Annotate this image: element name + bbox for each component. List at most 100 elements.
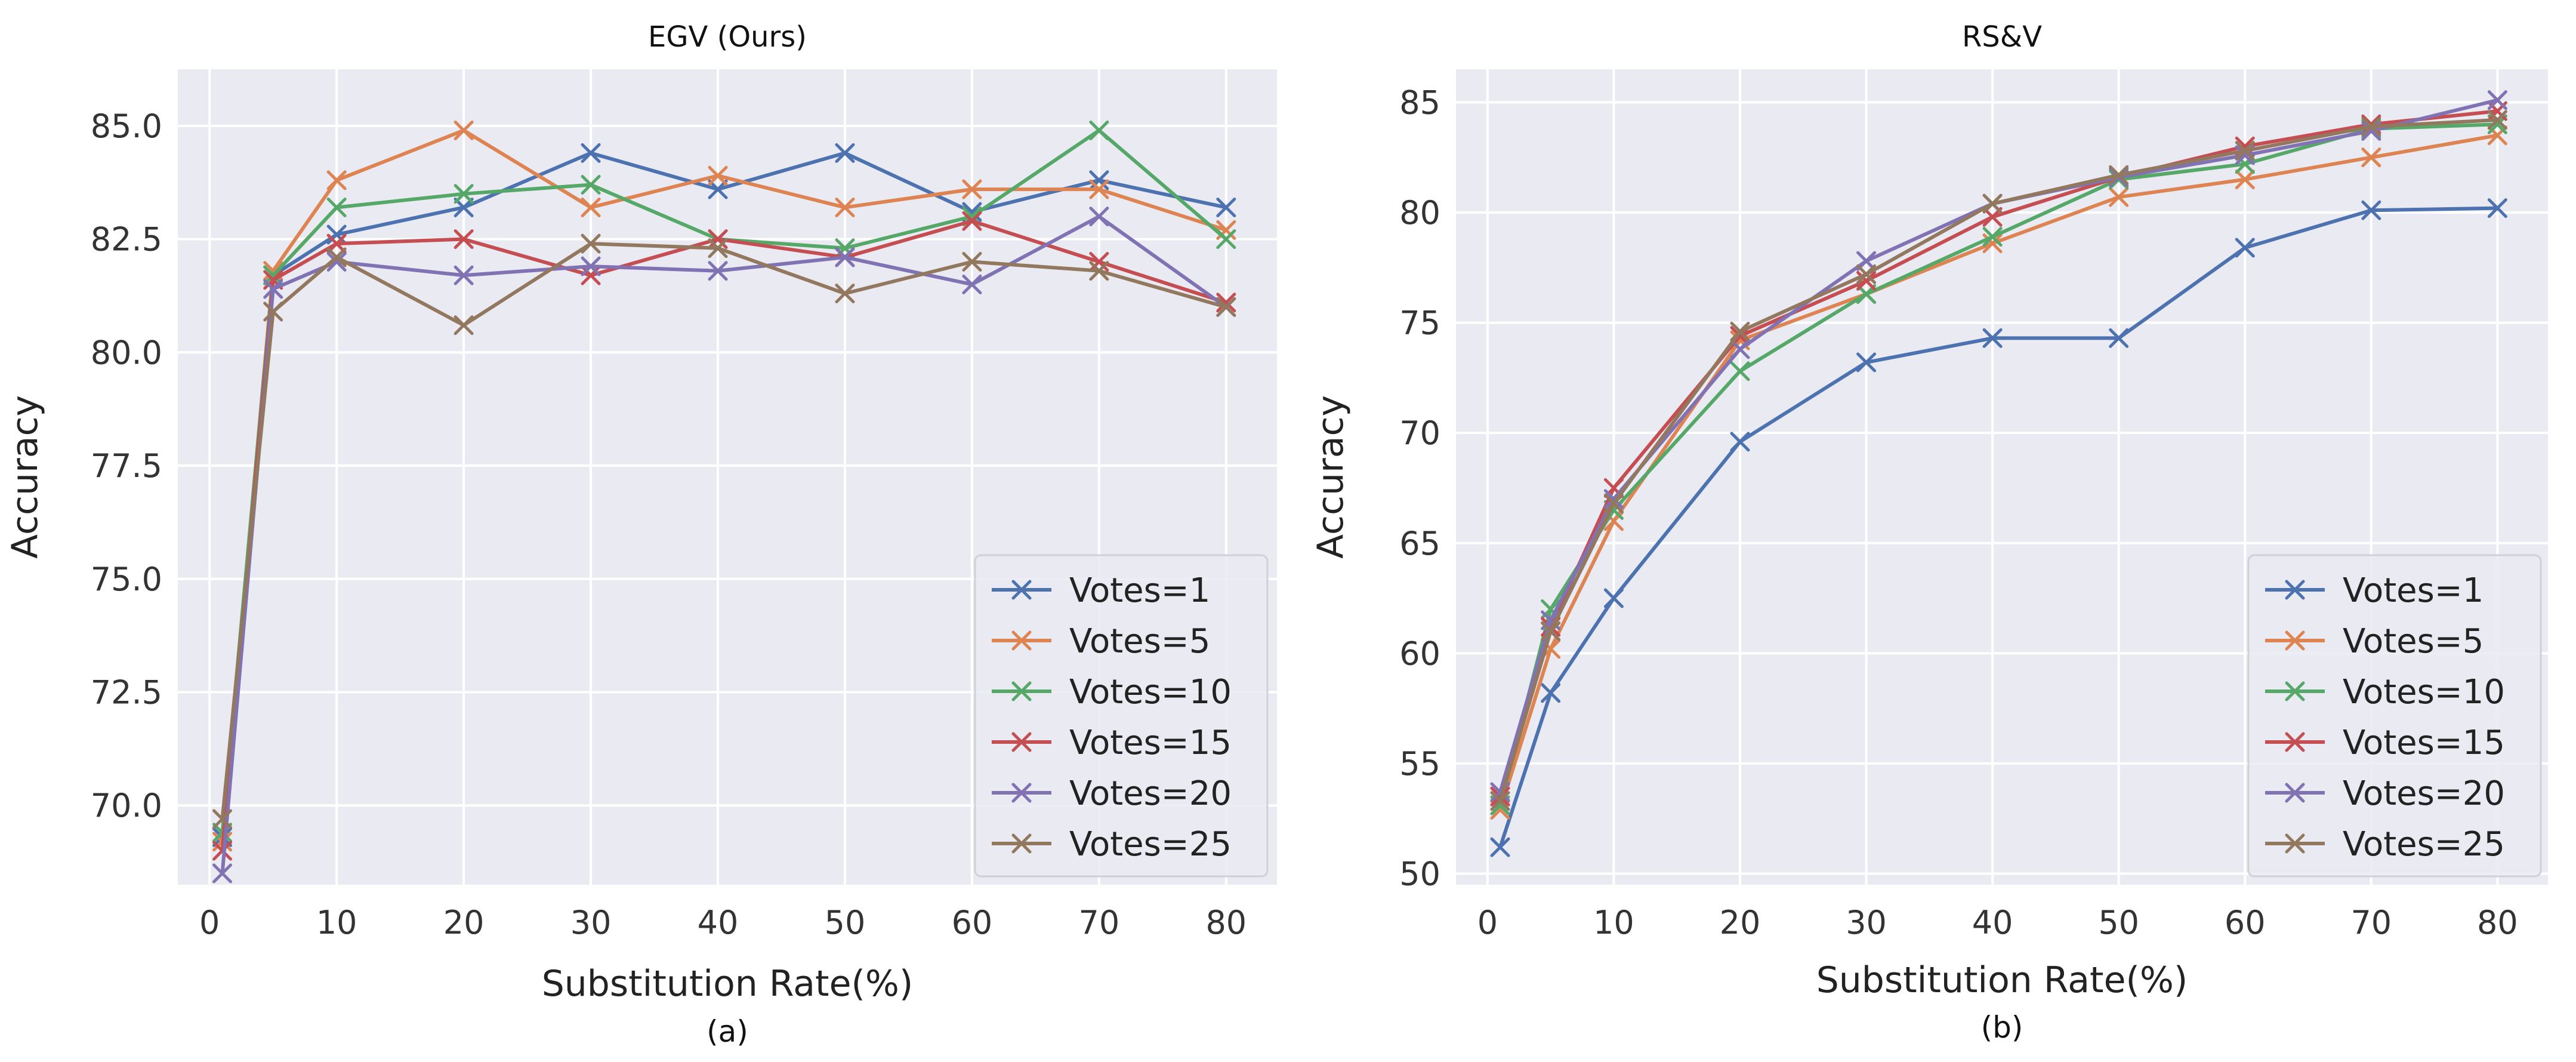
data-point-marker: [212, 863, 233, 884]
series-line: [220, 242, 1227, 820]
series-line: [220, 219, 1227, 851]
data-point-marker: [962, 211, 982, 231]
legend-item: Votes=10: [992, 673, 1232, 712]
y-axis-label: Accuracy: [4, 395, 46, 559]
data-point-marker: [212, 841, 233, 861]
y-tick-label: 50: [1399, 855, 1440, 893]
data-point-marker: [1982, 328, 2003, 348]
series-group: [212, 120, 1236, 884]
x-tick-label: 80: [2477, 904, 2518, 941]
x-tick-label: 60: [952, 904, 993, 941]
legend-marker: [1011, 833, 1032, 854]
chart-panel-b: 0 10 20 30 40 50 60 70 80 50 55 60 65 70 75 80 85 RS&V Sub…: [1310, 20, 2548, 1045]
panel-caption: (a): [707, 1014, 748, 1049]
legend-marker: [2285, 833, 2305, 854]
x-tick-label: 70: [2350, 904, 2392, 941]
data-point-marker: [1856, 352, 1877, 373]
legend-item: Votes=25: [2265, 825, 2505, 864]
data-point-marker: [962, 179, 982, 199]
data-point-marker: [1490, 837, 1510, 857]
data-point-marker: [326, 252, 347, 272]
legend-item: Votes=10: [2265, 673, 2505, 712]
data-point-marker: [962, 252, 982, 272]
x-tick-label: 80: [1205, 904, 1247, 941]
x-tick-label: 40: [1972, 904, 2013, 941]
data-point-marker: [1089, 179, 1109, 199]
series-line: [1498, 98, 2498, 793]
legend-label: Votes=15: [1069, 724, 1232, 762]
legend-box: [974, 554, 1269, 878]
x-tick-label: 10: [1593, 904, 1634, 941]
legend: Votes=1 Votes=5 Votes=10 Votes=15 Votes=20 Vo…: [974, 554, 1269, 878]
legend-marker: [1011, 630, 1032, 651]
legend-label: Votes=5: [1069, 622, 1210, 661]
data-point-marker: [2361, 147, 2381, 168]
data-point-marker: [2487, 198, 2507, 218]
data-point-marker: [1541, 621, 1561, 641]
data-point-marker: [454, 120, 474, 140]
data-point-marker: [581, 256, 601, 276]
legend-label: Votes=1: [1069, 571, 1210, 610]
legend-item: Votes=5: [2265, 622, 2484, 661]
x-tick-label: 20: [443, 904, 485, 941]
data-point-marker: [835, 197, 855, 217]
legend-item: Votes=15: [992, 724, 1232, 762]
data-point-marker: [454, 265, 474, 285]
data-point-marker: [454, 197, 474, 217]
data-point-marker: [2487, 90, 2507, 110]
data-point-marker: [326, 247, 347, 267]
legend-marker: [2285, 732, 2305, 752]
legend-marker: [1011, 732, 1032, 752]
y-tick-label: 75.0: [91, 561, 162, 598]
x-tick-label: 50: [2098, 904, 2139, 941]
data-point-marker: [1603, 588, 1624, 608]
y-tick-label: 77.5: [91, 447, 162, 485]
data-point-marker: [1982, 193, 2003, 214]
series-votes-25: [1490, 110, 2507, 811]
data-point-marker: [1856, 264, 1877, 284]
x-axis-label: Substitution Rate(%): [542, 963, 914, 1005]
y-tick-label: 82.5: [91, 221, 162, 258]
legend-item: Votes=1: [2265, 571, 2484, 610]
legend-label: Votes=20: [2343, 774, 2505, 813]
chart-title: RS&V: [1962, 20, 2042, 54]
data-point-marker: [326, 233, 347, 254]
data-point-marker: [1730, 361, 1750, 381]
y-tick-label: 60: [1399, 635, 1440, 672]
y-tick-label: 70: [1399, 414, 1440, 452]
data-point-marker: [2235, 141, 2255, 161]
data-point-marker: [835, 284, 855, 304]
legend: Votes=1 Votes=5 Votes=10 Votes=15 Votes=20 Vo…: [2247, 554, 2542, 878]
data-point-marker: [1089, 207, 1109, 227]
series-votes-1: [1490, 198, 2507, 857]
data-point-marker: [1216, 229, 1236, 250]
data-point-marker: [2109, 165, 2129, 185]
data-point-marker: [326, 197, 347, 217]
data-point-marker: [1216, 297, 1236, 317]
data-point-marker: [835, 143, 855, 163]
series-line: [220, 128, 1227, 833]
series-line: [220, 151, 1227, 838]
data-point-marker: [1603, 493, 1624, 513]
x-tick-label: 0: [199, 904, 220, 941]
data-point-marker: [2235, 170, 2255, 190]
legend-marker: [2285, 630, 2305, 651]
data-point-marker: [454, 315, 474, 335]
data-point-marker: [581, 197, 601, 217]
series-line: [220, 128, 1227, 842]
legend-marker: [1011, 681, 1032, 701]
x-tick-label: 10: [316, 904, 357, 941]
y-tick-label: 80.0: [91, 334, 162, 371]
data-point-marker: [263, 279, 283, 299]
x-tick-label: 30: [570, 904, 612, 941]
legend-label: Votes=25: [1069, 825, 1232, 864]
legend-marker: [1011, 580, 1032, 600]
legend-item: Votes=5: [992, 622, 1210, 661]
legend-label: Votes=15: [2343, 724, 2505, 762]
legend-marker: [2285, 783, 2305, 803]
legend-box: [2247, 554, 2542, 878]
legend-label: Votes=20: [1069, 774, 1232, 813]
chart-panel-a: 0 10 20 30 40 50 60 70 80 70.0 72.5 75.0 77.5 80.0 82.…: [4, 20, 1277, 1049]
series-line: [1498, 118, 2498, 802]
series-line: [1498, 206, 2498, 848]
